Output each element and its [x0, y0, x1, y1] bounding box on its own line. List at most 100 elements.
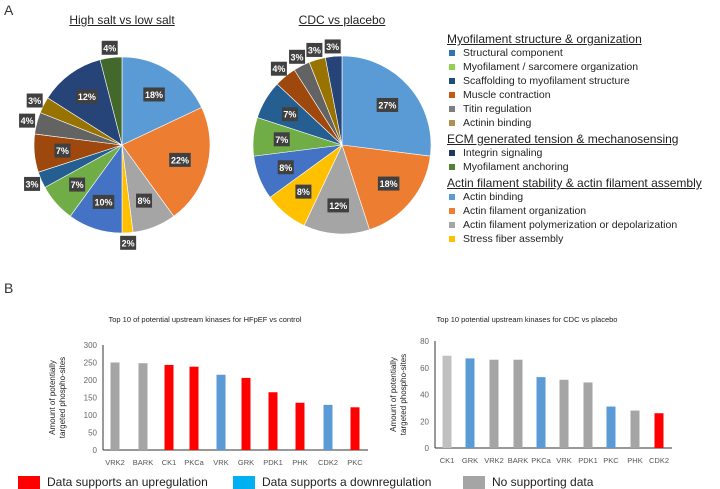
bar-pkca: [536, 377, 546, 448]
legend-swatch: [449, 64, 455, 70]
legend-heading: Actin filament stability & actin filamen…: [447, 176, 702, 190]
data-label-box: [306, 42, 323, 57]
legend-item: Muscle contraction: [447, 88, 702, 102]
pie-2: 27% 18% 12% 8% 8% 7% 7% 4% 3% 3% 3%: [252, 39, 432, 235]
legend-downregulation: Data supports a downregulation: [233, 475, 431, 489]
panel-label-b: B: [4, 280, 14, 296]
x-tick-label: PKCa: [184, 458, 204, 467]
x-tick-label: PHK: [627, 456, 642, 465]
data-label: 7%: [56, 146, 69, 156]
bar-ck1: [442, 355, 452, 448]
data-label-box: [277, 160, 294, 175]
x-tick-label: VRK2: [105, 458, 125, 467]
pie-slice: [303, 144, 370, 235]
legend-item: Actin binding: [447, 190, 702, 204]
legend-item: Titin regulation: [447, 102, 702, 116]
data-label-box: [54, 143, 71, 158]
data-label: 8%: [138, 196, 151, 206]
pie-legend: Myofilament structure & organization Str…: [447, 32, 702, 246]
y-tick-label: 80: [420, 337, 429, 346]
data-label-box: [324, 39, 341, 54]
y-tick-label: 40: [420, 391, 429, 400]
data-label: 2%: [122, 238, 135, 248]
x-tick-label: BARK: [508, 456, 528, 465]
data-label-box: [169, 152, 191, 167]
legend-item: Scaffolding to myofilament structure: [447, 74, 702, 88]
x-tick-label: VRK2: [484, 456, 504, 465]
legend-swatch: [18, 475, 40, 489]
data-label: 18%: [380, 179, 398, 189]
x-tick-label: PKCa: [531, 456, 551, 465]
y-tick-label: 50: [88, 429, 97, 438]
bar-vrk: [216, 374, 226, 450]
legend-swatch: [449, 120, 455, 126]
x-tick-label: CK1: [440, 456, 455, 465]
pie-1: 18% 22% 8% 2% 10% 7% 3% 7% 4% 3% 12% 4%: [19, 40, 211, 250]
data-label-box: [26, 93, 43, 108]
y-tick-label: 150: [84, 394, 98, 403]
legend-swatch: [449, 222, 455, 228]
data-label-box: [143, 87, 165, 102]
bar-vrk2: [110, 362, 120, 450]
legend-label: Structural component: [463, 47, 563, 59]
bar-pkca: [189, 366, 199, 450]
data-label-box: [19, 113, 36, 128]
data-label: 4%: [103, 43, 116, 53]
bar-pkc: [606, 406, 616, 448]
legend-label: Data supports an upregulation: [47, 475, 208, 489]
legend-item: Structural component: [447, 46, 702, 60]
data-label-box: [289, 49, 306, 64]
legend-label: Actin filament organization: [463, 205, 587, 217]
data-label: 4%: [21, 116, 34, 126]
data-label: 7%: [275, 135, 288, 145]
data-label-box: [295, 184, 312, 199]
data-label-box: [24, 176, 41, 191]
legend-label: Titin regulation: [463, 103, 532, 115]
bar-vrk: [559, 379, 569, 448]
legend-item: Stress fiber assembly: [447, 232, 702, 246]
legend-swatch: [463, 475, 485, 489]
legend-swatch: [449, 50, 455, 56]
legend-swatch: [233, 475, 255, 489]
data-label: 3%: [326, 42, 339, 52]
y-tick-label: 20: [420, 417, 429, 426]
data-label: 7%: [71, 180, 84, 190]
data-label-box: [376, 97, 399, 112]
bar-pdk1: [268, 392, 278, 450]
y-tick-label: 0: [425, 444, 430, 453]
legend-label: Scaffolding to myofilament structure: [463, 75, 630, 87]
panel-label-a: A: [4, 2, 14, 18]
legend-heading: Myofilament structure & organization: [447, 32, 642, 46]
y-axis-label: targeted phospho-sites: [58, 357, 67, 438]
bar-bark: [513, 359, 523, 448]
data-label-box: [76, 89, 98, 104]
data-label: 27%: [378, 100, 396, 110]
legend-label: Actin filament polymerization or depolar…: [463, 219, 678, 231]
y-axis-label: Amount of potentially: [389, 357, 398, 432]
legend-swatch: [449, 236, 455, 242]
legend-label: Data supports a downregulation: [262, 475, 432, 489]
legend-swatch: [449, 194, 455, 200]
legend-label: Myofilament anchoring: [463, 161, 569, 173]
data-label-box: [327, 198, 349, 213]
y-tick-label: 100: [84, 411, 98, 420]
x-tick-label: PKC: [603, 456, 619, 465]
data-label: 3%: [291, 52, 304, 62]
data-label-box: [69, 177, 86, 192]
y-axis-label: Amount of potentially: [48, 360, 57, 435]
bar-bark: [138, 363, 148, 450]
legend-label: Stress fiber assembly: [463, 233, 564, 245]
pie-slice: [99, 56, 123, 146]
legend-item: Actinin binding: [447, 116, 702, 130]
legend-item: Myofilament anchoring: [447, 160, 702, 174]
x-tick-label: VRK: [556, 456, 571, 465]
data-label-box: [92, 194, 115, 209]
legend-no-data: No supporting data: [463, 475, 593, 489]
data-label: 3%: [26, 179, 39, 189]
bar-ck1: [164, 364, 174, 450]
data-label-box: [136, 193, 153, 208]
bar-cdk2: [654, 413, 664, 448]
bar1-title: Top 10 of potential upstream kinases for…: [108, 315, 302, 324]
legend-label: Actin binding: [463, 191, 524, 203]
